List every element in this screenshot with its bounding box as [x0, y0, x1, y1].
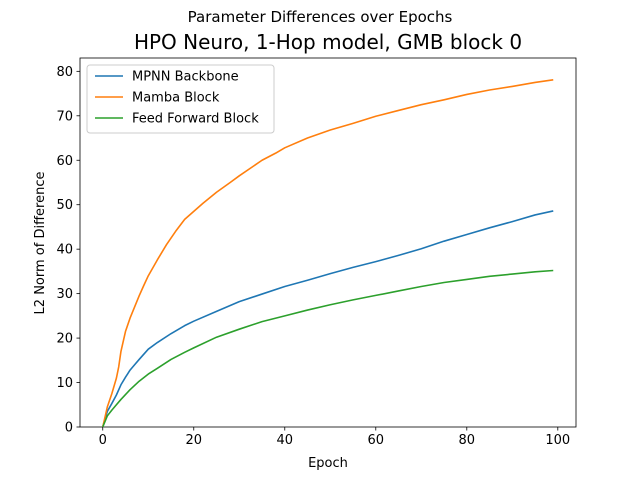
x-axis: 0 20 40 60 80 100: [99, 427, 570, 448]
plot-frame: [79, 57, 577, 428]
y-tick-label: 30: [56, 287, 73, 302]
y-tick-label: 80: [56, 65, 73, 80]
legend-label: MPNN Backbone: [132, 70, 239, 85]
y-tick-label: 60: [56, 154, 73, 169]
series-line-1: [101, 78, 554, 428]
series-lines: [101, 78, 554, 428]
x-tick-label: 0: [99, 433, 107, 448]
y-tick-label: 40: [56, 243, 73, 258]
legend-label: Feed Forward Block: [132, 112, 259, 127]
x-tick-label: 80: [459, 433, 476, 448]
chart-suptitle: Parameter Differences over Epochs: [188, 8, 453, 26]
y-axis: 0 10 20 30 40 50 60 70 80: [56, 65, 80, 436]
legend: MPNN Backbone Mamba Block Feed Forward Blo…: [86, 64, 275, 134]
y-tick-label: 50: [56, 198, 73, 213]
y-axis-label: L2 Norm of Difference: [33, 172, 48, 315]
series-line-0: [101, 210, 554, 428]
x-tick-label: 40: [276, 433, 293, 448]
y-tick-label: 10: [56, 376, 73, 391]
series-line-2: [102, 269, 554, 428]
legend-label: Mamba Block: [132, 91, 220, 106]
x-axis-label: Epoch: [308, 456, 348, 471]
x-tick-label: 100: [545, 433, 570, 448]
y-tick-label: 70: [56, 109, 73, 124]
x-tick-label: 60: [368, 433, 385, 448]
y-tick-label: 0: [65, 421, 73, 436]
y-tick-label: 20: [56, 332, 73, 347]
plot-area: [79, 57, 577, 428]
x-tick-label: 20: [185, 433, 202, 448]
legend-box: [86, 64, 275, 134]
chart-title: HPO Neuro, 1-Hop model, GMB block 0: [134, 30, 522, 54]
